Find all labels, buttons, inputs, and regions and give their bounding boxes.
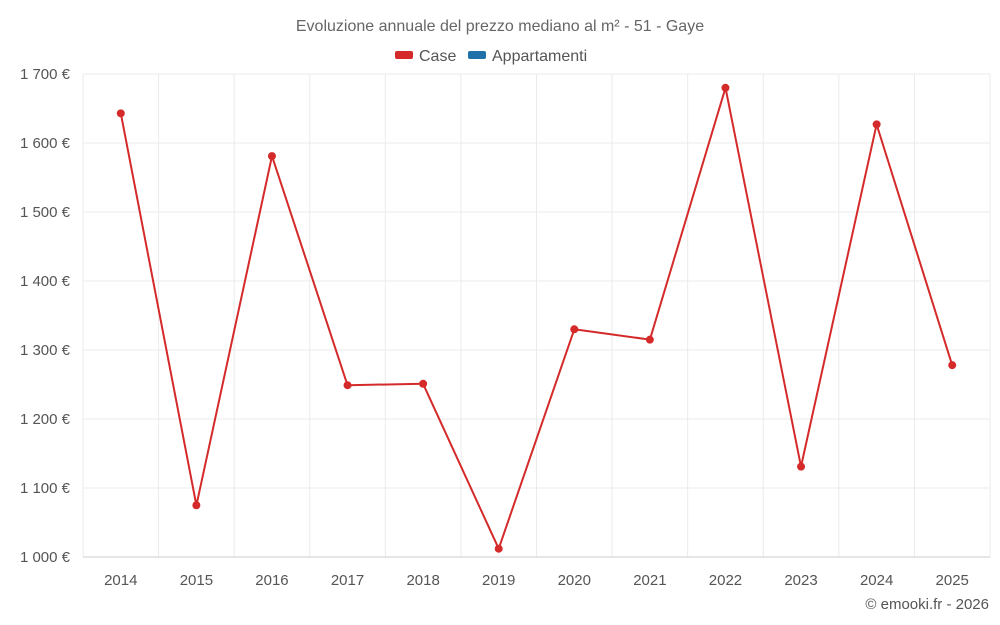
y-tick-label: 1 000 € <box>20 549 71 566</box>
legend: Case Appartamenti <box>395 48 587 65</box>
x-tick-label: 2016 <box>255 572 288 589</box>
y-tick-label: 1 400 € <box>20 273 71 290</box>
data-point-case[interactable] <box>494 544 503 553</box>
y-tick-label: 1 700 € <box>20 66 71 83</box>
x-tick-label: 2015 <box>180 572 213 589</box>
y-tick-label: 1 300 € <box>20 342 71 359</box>
data-point-case[interactable] <box>570 325 579 334</box>
x-tick-label: 2017 <box>331 572 364 589</box>
data-point-case[interactable] <box>267 152 276 161</box>
y-tick-label: 1 200 € <box>20 411 71 428</box>
x-tick-label: 2019 <box>482 572 515 589</box>
legend-label-case: Case <box>419 48 456 65</box>
x-tick-label: 2022 <box>709 572 742 589</box>
data-point-case[interactable] <box>948 361 957 370</box>
data-point-case[interactable] <box>797 462 806 471</box>
x-axis-ticks: 2014 2015 2016 2017 2018 2019 2020 2021 2022 2023… <box>104 572 969 589</box>
x-tick-label: 2020 <box>558 572 591 589</box>
x-tick-label: 2014 <box>104 572 137 589</box>
x-tick-label: 2018 <box>406 572 439 589</box>
x-tick-label: 2023 <box>784 572 817 589</box>
data-point-case[interactable] <box>645 335 654 344</box>
series-case <box>116 83 957 553</box>
legend-label-appartamenti: Appartamenti <box>492 48 587 65</box>
data-point-case[interactable] <box>343 381 352 390</box>
data-point-case[interactable] <box>116 109 125 118</box>
y-tick-label: 1 600 € <box>20 135 71 152</box>
chart-title: Evoluzione annuale del prezzo mediano al… <box>296 18 704 35</box>
credit-text: © emooki.fr - 2026 <box>865 596 989 613</box>
legend-swatch-appartamenti <box>468 51 486 59</box>
y-tick-label: 1 100 € <box>20 480 71 497</box>
data-point-case[interactable] <box>192 501 201 510</box>
x-tick-label: 2021 <box>633 572 666 589</box>
x-tick-label: 2024 <box>860 572 893 589</box>
legend-item-appartamenti[interactable]: Appartamenti <box>468 48 587 65</box>
legend-swatch-case <box>395 51 413 59</box>
y-tick-label: 1 500 € <box>20 204 71 221</box>
data-point-case[interactable] <box>419 379 428 388</box>
series-line-case <box>119 86 954 550</box>
y-axis-ticks: 1 000 € 1 100 € 1 200 € 1 300 € 1 400 € 1 500… <box>20 66 71 566</box>
x-tick-label: 2025 <box>936 572 969 589</box>
legend-item-case[interactable]: Case <box>395 48 456 65</box>
grid <box>82 73 991 557</box>
data-point-case[interactable] <box>721 83 730 92</box>
data-point-case[interactable] <box>872 120 881 129</box>
